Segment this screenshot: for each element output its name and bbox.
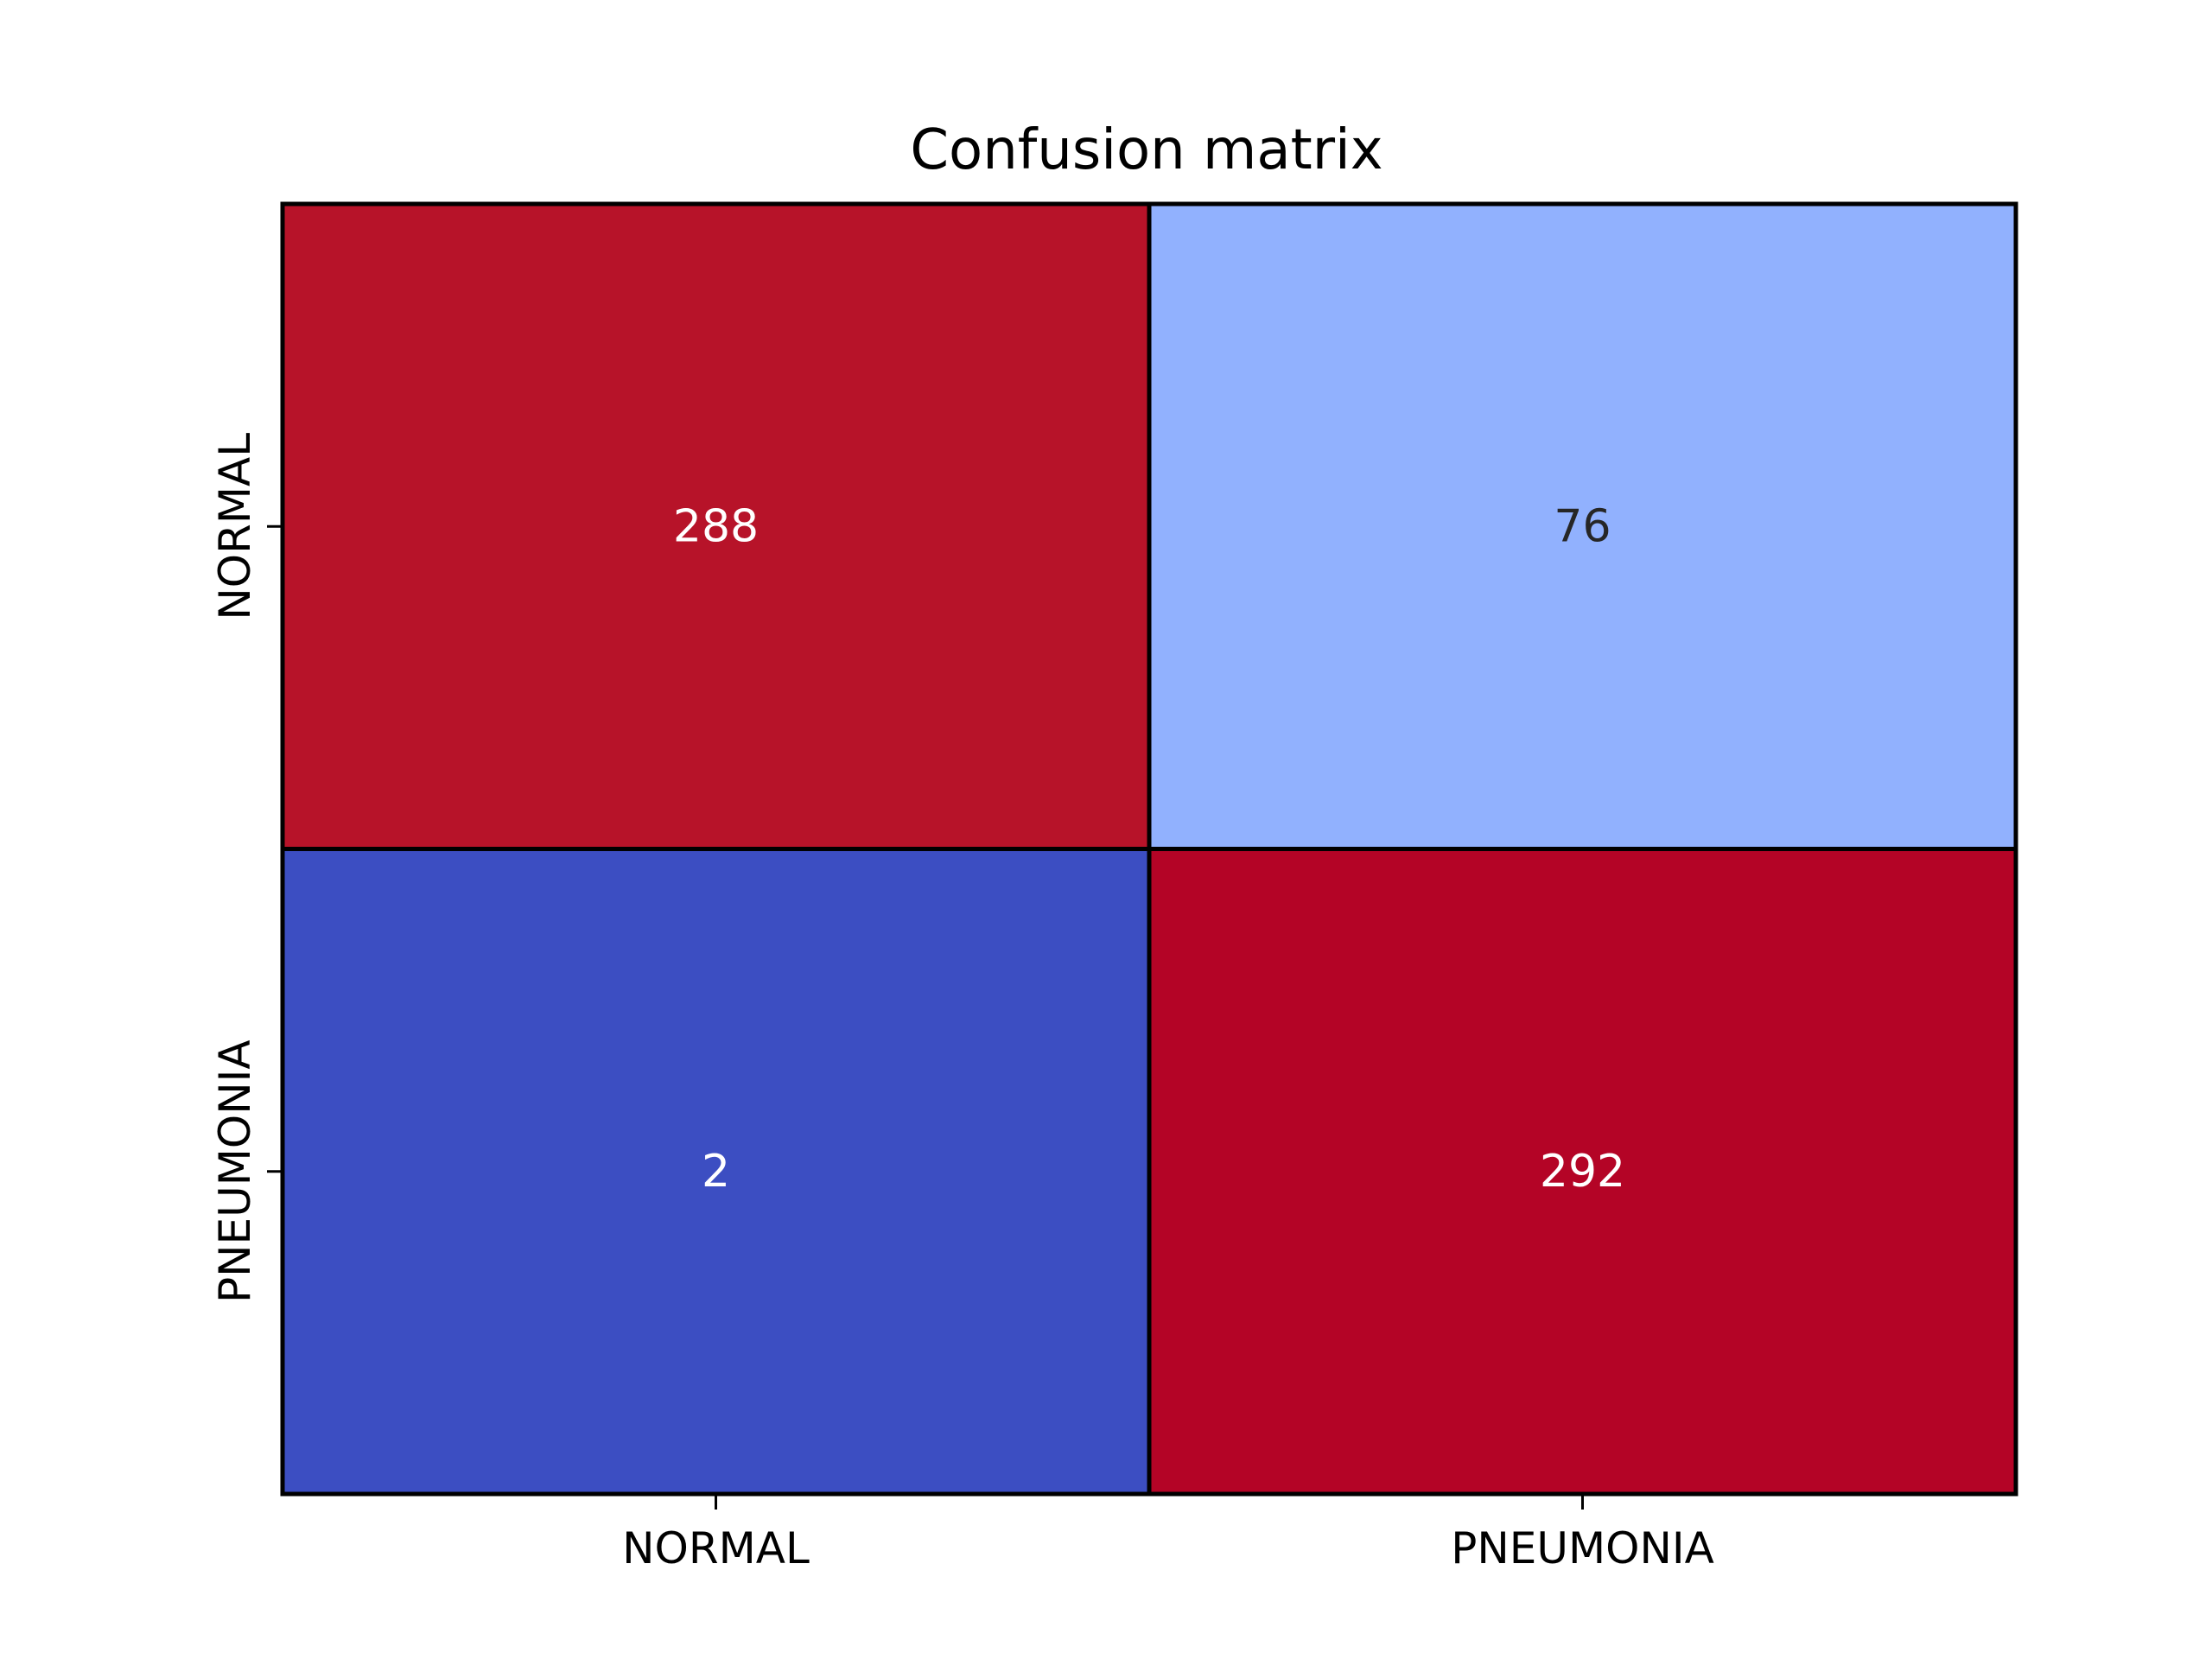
heatmap-cell <box>283 204 1149 849</box>
heatmap-cell <box>283 849 1149 1494</box>
cell-value-label: 292 <box>1540 1146 1625 1198</box>
heatmap-cell <box>1149 849 2016 1494</box>
y-axis: NORMAL PNEUMONIA <box>210 433 283 1303</box>
plot-frame <box>281 202 2018 1496</box>
cell-value-label: 2 <box>702 1146 730 1198</box>
y-tick-label: PNEUMONIA <box>210 1039 260 1303</box>
heatmap-cell <box>1149 204 2016 849</box>
cell-value-label: 288 <box>673 500 759 552</box>
x-tick-label: NORMAL <box>622 1523 810 1573</box>
heatmap-cells <box>283 204 2016 1494</box>
x-tick-label: PNEUMONIA <box>1451 1523 1714 1573</box>
chart-title: Confusion matrix <box>910 118 1382 182</box>
cell-value-labels: 288 76 2 292 <box>673 500 1625 1198</box>
x-axis: NORMAL PNEUMONIA <box>622 1494 1714 1573</box>
y-tick-label: NORMAL <box>210 433 260 620</box>
cell-value-label: 76 <box>1554 500 1611 552</box>
